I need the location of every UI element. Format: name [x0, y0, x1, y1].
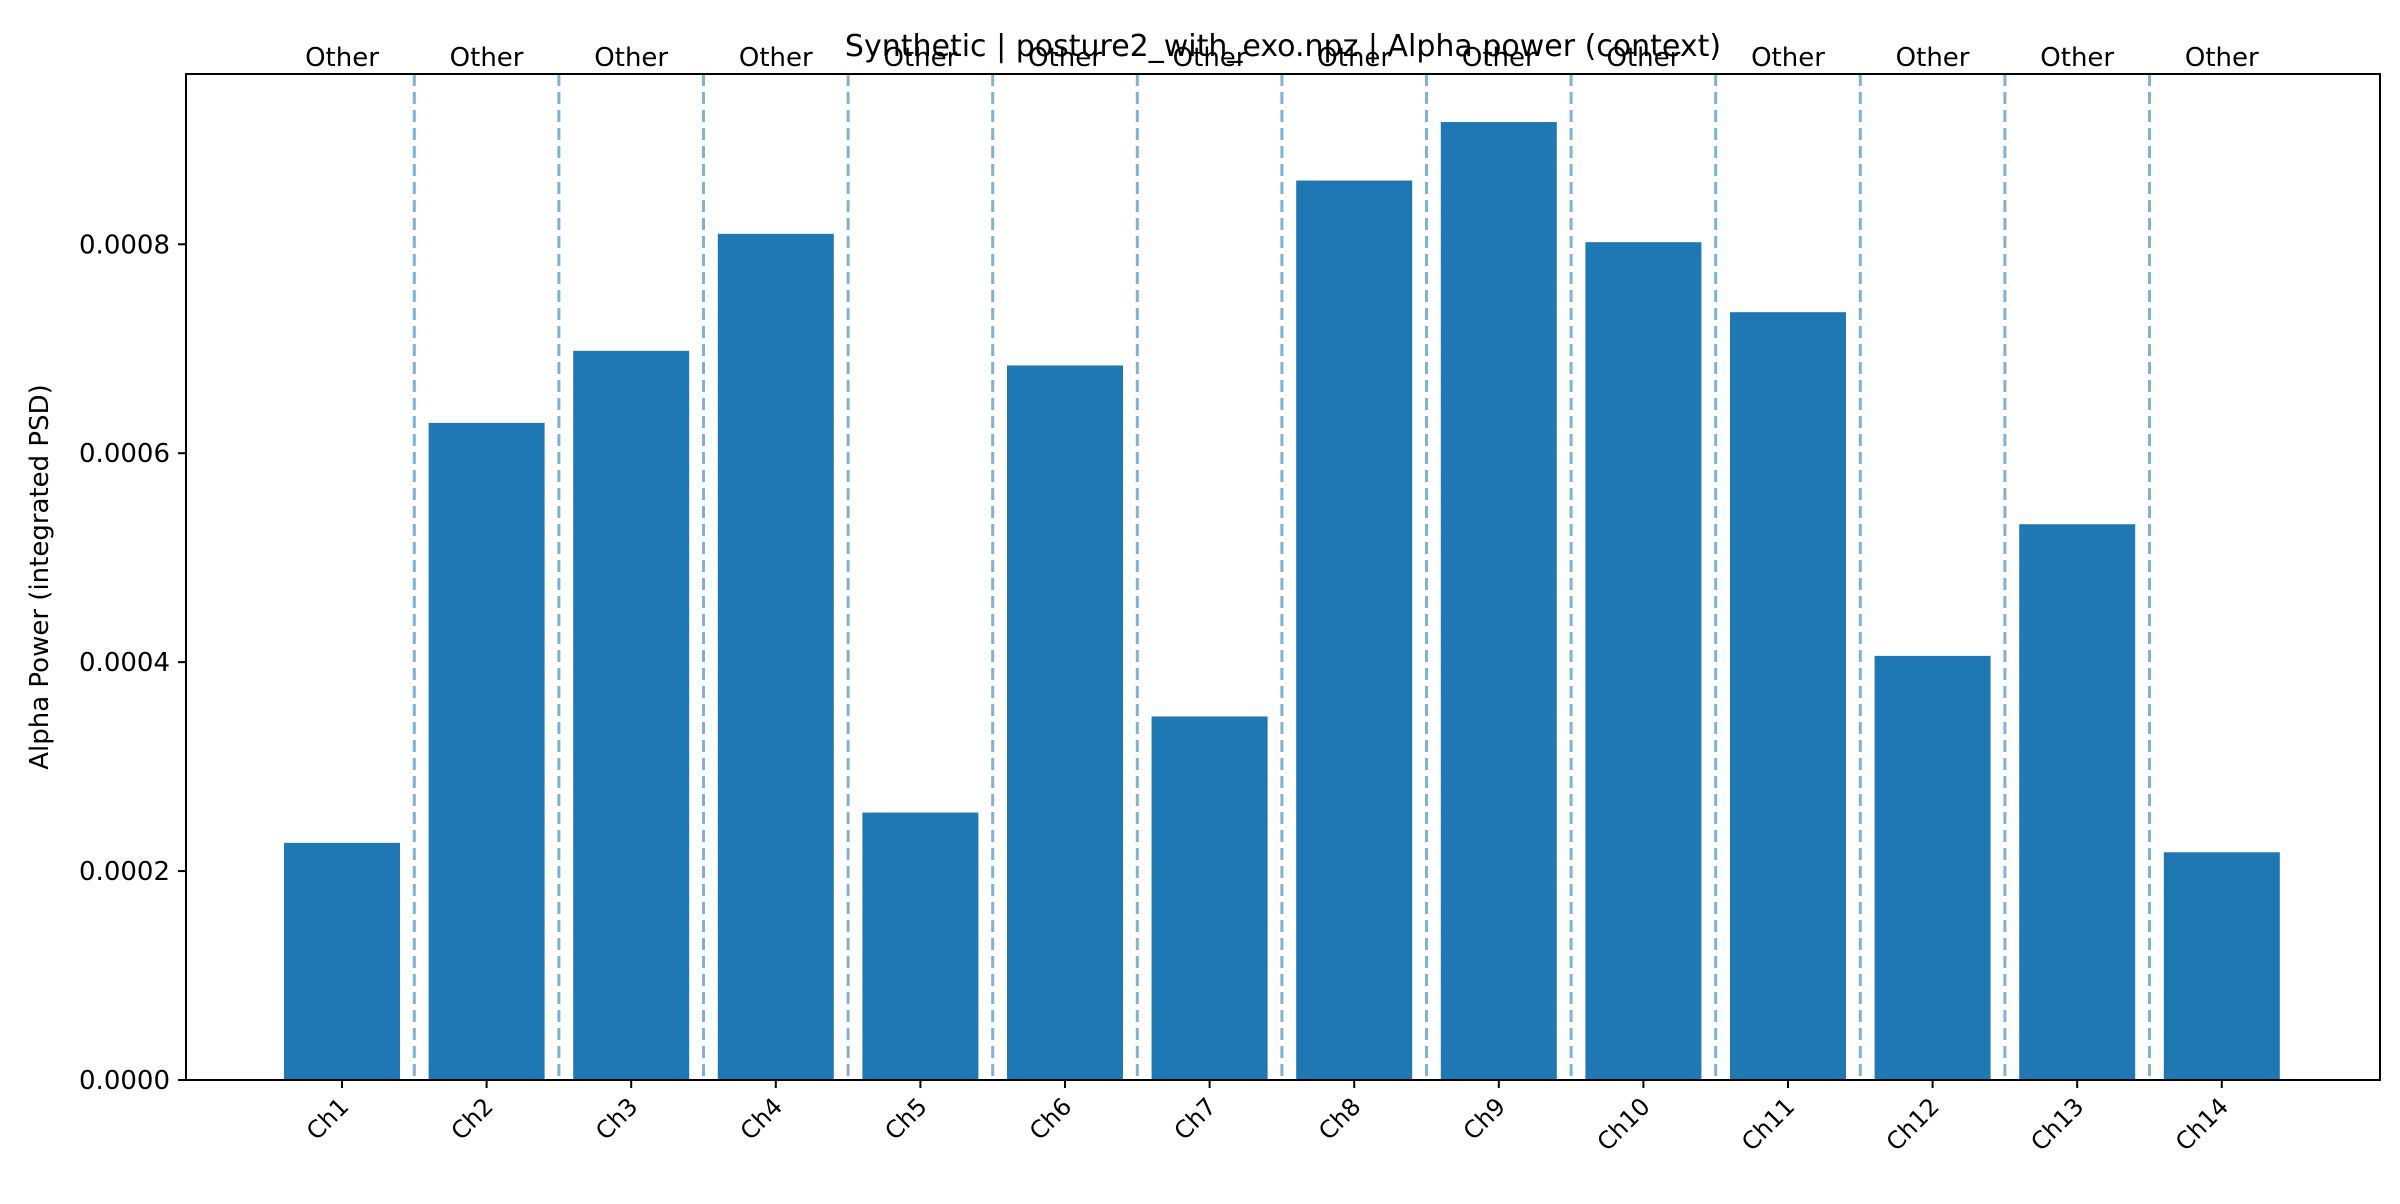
y-tick-label: 0.0006: [79, 439, 170, 469]
group-label: Other: [594, 43, 668, 73]
bar-ch8: [1296, 180, 1413, 1081]
bar-ch2: [428, 422, 545, 1080]
group-label: Other: [1751, 43, 1825, 73]
bar-ch10: [1585, 242, 1702, 1081]
x-tick-label: Ch11: [1736, 1092, 1800, 1156]
x-tick-label: Ch3: [590, 1092, 643, 1145]
x-tick-label: Ch13: [2025, 1092, 2089, 1156]
group-label: Other: [1173, 43, 1247, 73]
y-axis: 0.0000 0.0002 0.0004 0.0006 0.0008: [79, 230, 186, 1096]
x-tick-label: Ch10: [1592, 1092, 1656, 1156]
bar-ch11: [1730, 312, 1846, 1081]
bar-ch13: [2019, 524, 2136, 1080]
bar-ch9: [1440, 122, 1557, 1080]
group-label: Other: [450, 43, 524, 73]
x-axis: Ch1 Ch2 Ch3 Ch4 Ch5 Ch6 Ch7 Ch8 Ch9 Ch10 Ch11 Ch12 C…: [301, 1080, 2234, 1156]
plot-frame: [185, 73, 2381, 1081]
y-tick-label: 0.0004: [79, 648, 170, 678]
group-label: Other: [1896, 43, 1970, 73]
group-label: Other: [883, 43, 957, 73]
bar-ch4: [717, 233, 834, 1080]
bar-ch12: [1874, 655, 1991, 1080]
y-axis-label: Alpha Power (integrated PSD): [25, 384, 55, 770]
bar-ch6: [1007, 365, 1123, 1080]
bar-ch5: [862, 812, 979, 1080]
separators-layer: [412, 74, 2151, 1080]
x-tick-label: Ch9: [1458, 1092, 1511, 1145]
bar-ch1: [284, 842, 400, 1080]
x-tick-label: Ch5: [879, 1092, 932, 1145]
x-tick-label: Ch1: [301, 1092, 354, 1145]
group-label: Other: [1462, 43, 1536, 73]
chart-title: Synthetic | posture2_with_exo.npz | Alph…: [845, 29, 1721, 64]
bars-layer: [284, 122, 2280, 1081]
group-label: Other: [305, 43, 379, 73]
y-tick-label: 0.0008: [79, 230, 170, 260]
bar-ch7: [1151, 716, 1268, 1080]
y-tick-label: 0.0000: [79, 1066, 170, 1096]
bar-ch14: [2163, 852, 2280, 1080]
group-label: Other: [2040, 43, 2114, 73]
y-tick-label: 0.0002: [79, 857, 170, 887]
group-label: Other: [1317, 43, 1391, 73]
group-labels-layer: Other Other Other Other Other Other Other Other…: [305, 43, 2259, 73]
x-tick-label: Ch8: [1313, 1092, 1366, 1145]
group-label: Other: [1606, 43, 1680, 73]
bar-ch3: [573, 350, 690, 1080]
x-tick-label: Ch6: [1024, 1092, 1077, 1145]
group-label: Other: [1028, 43, 1102, 73]
x-tick-label: Ch12: [1881, 1092, 1945, 1156]
x-tick-label: Ch14: [2170, 1092, 2234, 1156]
x-tick-label: Ch4: [735, 1092, 788, 1145]
x-tick-label: Ch7: [1169, 1092, 1222, 1145]
x-tick-label: Ch2: [446, 1092, 499, 1145]
group-label: Other: [739, 43, 813, 73]
group-label: Other: [2185, 43, 2259, 73]
